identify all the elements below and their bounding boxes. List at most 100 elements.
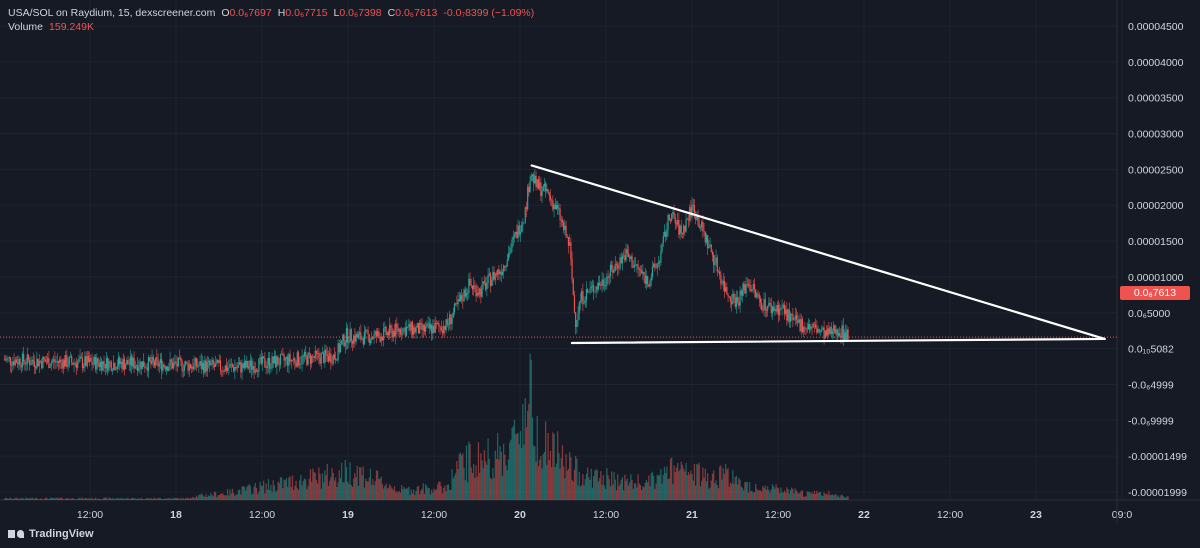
candle-body [637,264,639,269]
candle-body [666,229,668,238]
volume-bar [128,499,130,500]
candle-body [751,289,753,292]
candle-body [797,320,799,323]
volume-bar [707,473,709,500]
candle-body [146,367,148,371]
volume-bar [691,473,693,500]
volume-bar [351,486,354,500]
candle-body [589,288,591,292]
candle-body [61,361,63,369]
volume-bar [510,439,512,500]
candle-body [374,331,376,334]
volume-bar [150,497,152,500]
trendline-upper[interactable] [530,164,1106,341]
candle-body [583,302,585,304]
candle-body [239,362,241,365]
candle-body [543,183,546,187]
candle-body [579,300,582,303]
candle-body [11,364,13,366]
trendline-lower[interactable] [570,337,1106,345]
volume-bar [114,498,116,500]
volume-bar [291,475,294,500]
candle-body [450,314,452,325]
volume-bar [681,464,684,500]
candle-body [408,324,410,327]
volume-bar [786,487,788,500]
volume-bar [703,477,705,500]
volume-bar [200,493,202,500]
candle-body [326,354,328,356]
volume-bar [71,498,73,500]
candle-body [451,317,453,325]
volume-bar [332,473,334,500]
volume-bar [54,498,56,500]
candle-body [761,302,763,310]
candle-body [341,340,343,345]
candle-body [313,356,315,359]
candle-body [638,268,640,270]
volume-bar [276,490,278,500]
candle-body [620,257,622,264]
volume-bar [207,495,210,500]
volume-bar [116,498,118,500]
volume-bar [321,473,324,500]
volume-bar [49,498,51,500]
candle-body [162,364,164,372]
candle-body [752,284,754,290]
candle-body [735,297,738,307]
candle-body [81,357,84,369]
candle-body [75,363,78,368]
volume-bar [774,488,776,500]
volume-bar [680,461,682,500]
candle-body [62,359,64,369]
volume-bar [191,498,193,500]
volume-bar [596,470,598,500]
volume-bar [206,496,208,500]
volume-bar [224,495,226,500]
volume-bar [696,463,698,500]
candle-body [116,366,118,370]
candle-body [361,338,363,340]
candle-body [692,204,694,206]
volume-bar [717,488,720,500]
candle-body [596,286,598,290]
volume-bar [67,498,69,500]
volume-bar [392,489,394,500]
volume-bar [39,498,42,500]
candle-body [528,186,530,193]
volume-bar [253,486,255,500]
volume-bar [782,492,784,500]
volume-bar [690,470,692,500]
candle-body [468,278,470,294]
volume-bar [236,494,238,500]
candle-body [564,225,566,231]
candle-body [847,329,849,340]
candle-body [731,301,733,304]
candle-body [410,321,412,331]
volume-bar [270,484,272,500]
candle-body [119,357,121,364]
tradingview-logo[interactable]: TradingView [8,528,94,540]
candle-body [584,300,586,303]
candle-body [787,309,789,321]
volume-bar [277,481,279,500]
candle-body [349,329,351,343]
volume-bar [679,469,681,500]
candle-body [385,326,387,335]
candle-body [722,280,724,284]
volume-bar [372,479,374,500]
candle-body [159,359,162,364]
volume-bar [305,479,307,500]
candle-body [104,364,106,369]
candle-body [471,285,474,290]
candle-body [355,333,357,342]
candle-body [266,365,268,369]
candle-body [507,253,510,260]
candle-body [758,294,760,299]
candle-body [779,308,781,316]
volume-bar [121,498,123,500]
candle-body [621,256,624,264]
candle-body [32,359,34,362]
candle-body [48,358,50,368]
